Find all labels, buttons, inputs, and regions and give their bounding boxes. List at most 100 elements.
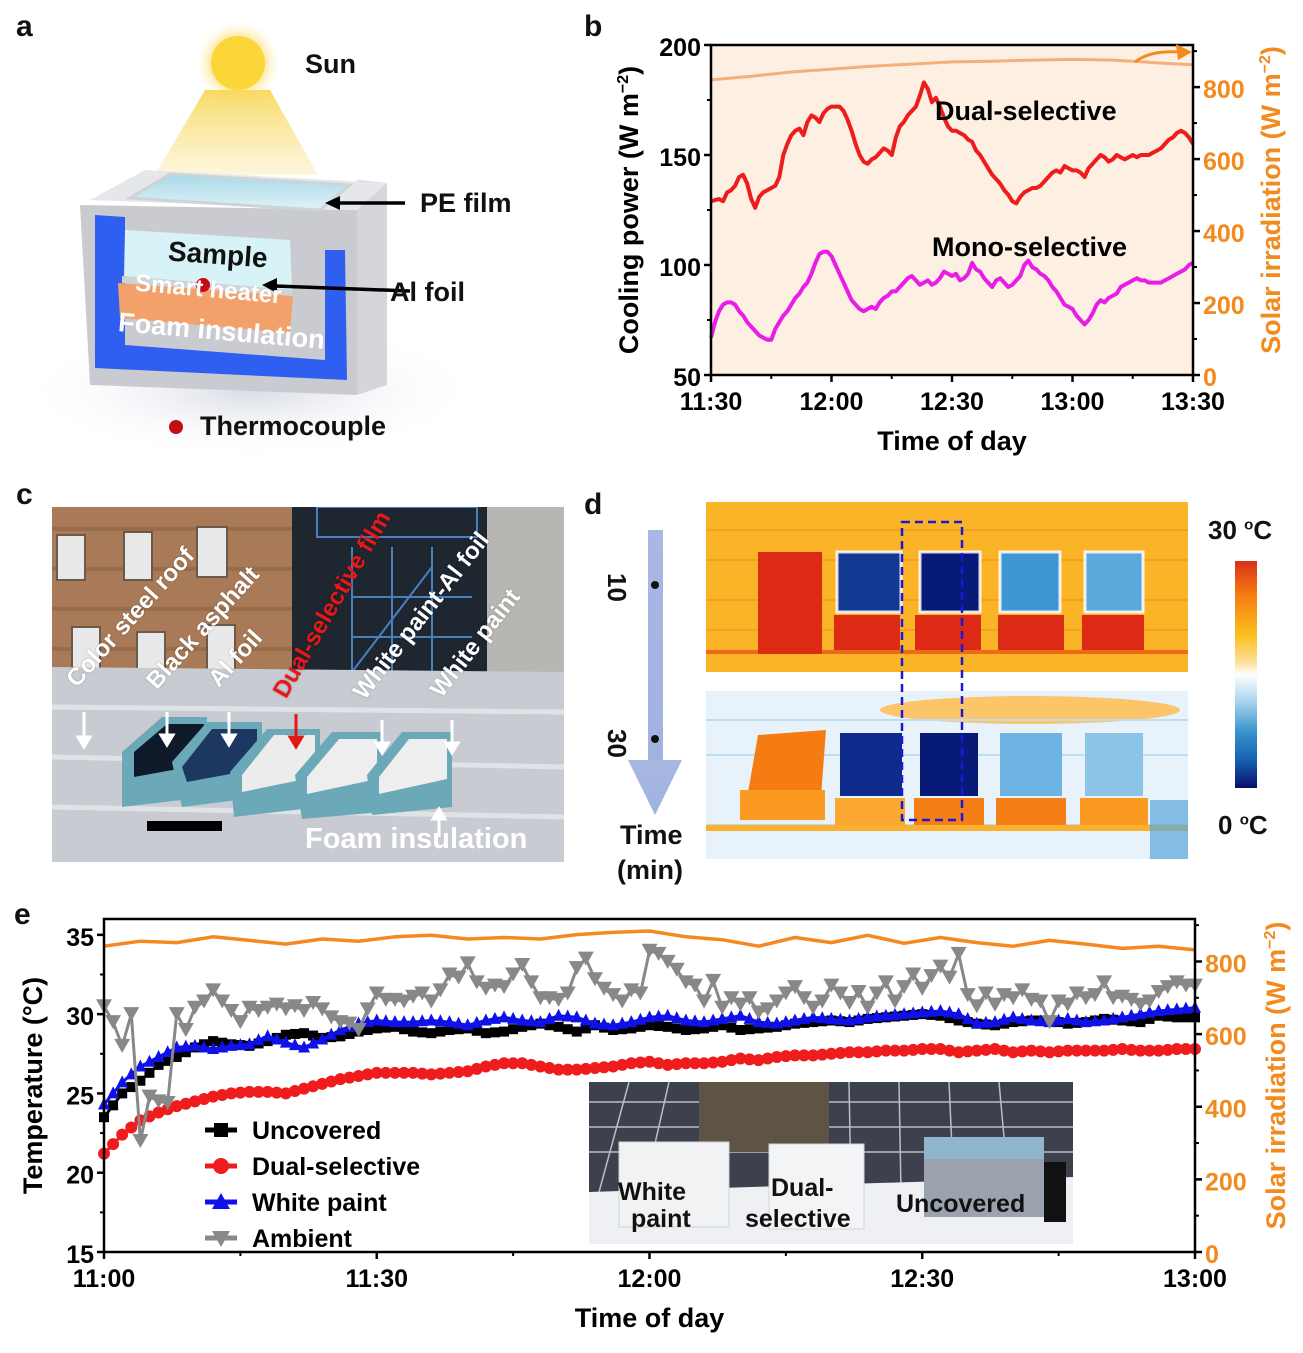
data-point — [208, 1036, 219, 1047]
data-point — [879, 1008, 892, 1021]
data-point — [416, 1014, 429, 1027]
data-point — [316, 1077, 329, 1090]
data-point — [1179, 1043, 1192, 1056]
data-point — [289, 1028, 300, 1039]
data-point — [516, 1057, 529, 1070]
y-axis-label-sup: −2 — [615, 75, 632, 93]
data-point — [396, 994, 413, 1009]
scaffold-building — [292, 507, 487, 672]
data-point — [1170, 1002, 1183, 1015]
data-point — [116, 1128, 129, 1141]
legend-marker-square — [214, 1123, 228, 1137]
legend-label: Dual-selective — [252, 1153, 420, 1181]
data-point — [298, 1040, 311, 1053]
data-point — [261, 1029, 274, 1042]
data-point — [843, 1013, 856, 1026]
data-point — [1171, 1012, 1182, 1023]
x-tick-label: 11:30 — [680, 388, 743, 416]
data-point — [779, 1015, 792, 1028]
x-tick-label: 12:00 — [800, 388, 864, 416]
data-point — [1134, 1007, 1147, 1020]
data-point — [499, 1026, 510, 1037]
data-point — [477, 981, 494, 996]
data-point — [234, 1038, 247, 1051]
data-point — [834, 1046, 847, 1059]
data-point — [152, 1049, 165, 1062]
colorbar-max-value: 30 — [1208, 515, 1237, 545]
data-point — [144, 1067, 155, 1078]
data-point — [425, 1013, 438, 1026]
data-point — [1034, 1014, 1047, 1027]
data-point — [543, 1062, 556, 1075]
data-point — [741, 991, 758, 1006]
degree-sup: o — [1239, 811, 1249, 829]
data-point — [834, 1012, 847, 1025]
colorbar — [1235, 561, 1257, 788]
data-point — [598, 1017, 611, 1030]
data-point — [570, 1063, 583, 1076]
data-point — [153, 1059, 164, 1070]
data-point — [707, 1013, 720, 1026]
data-point — [723, 991, 740, 1006]
data-point — [852, 1046, 865, 1059]
panel-a-schematic: Sun PE film Sample Al foil Smart heater … — [0, 0, 580, 470]
data-point — [1041, 1015, 1058, 1030]
data-point — [732, 997, 749, 1012]
schematic-drawing — [20, 21, 480, 460]
legend-marker-circle — [213, 1158, 229, 1174]
data-point — [643, 1055, 656, 1068]
data-point — [652, 1057, 665, 1070]
data-point — [768, 994, 785, 1009]
data-point — [117, 1088, 128, 1099]
data-point — [308, 1030, 319, 1041]
data-point — [507, 1011, 520, 1024]
data-point — [907, 1043, 920, 1056]
data-point — [596, 981, 613, 996]
data-point — [562, 1024, 573, 1035]
inset-photo: White paint Dual- selective Uncovered — [589, 1082, 1073, 1244]
data-point — [514, 957, 531, 972]
time-axis-label-line2: (min) — [617, 855, 683, 885]
series-line-solar-irradiation — [710, 57, 1194, 82]
x-tick-label: 12:30 — [890, 1265, 954, 1293]
data-point — [659, 954, 676, 969]
data-point — [716, 1055, 729, 1068]
time-tick-label-10: 10 — [601, 573, 632, 602]
series-line-dual-selective — [710, 80, 1195, 210]
data-point — [159, 1095, 176, 1110]
data-point — [279, 1087, 292, 1100]
smart-heater — [118, 283, 293, 333]
data-point — [944, 1013, 955, 1024]
data-point — [977, 986, 994, 1001]
data-point — [280, 1029, 291, 1040]
data-point — [552, 1063, 565, 1076]
data-point — [489, 1027, 500, 1038]
data-point — [399, 1024, 410, 1035]
y-axis-label: Temperature (°C) — [18, 977, 48, 1194]
data-point — [916, 1005, 929, 1018]
data-point — [171, 1051, 182, 1062]
y2-tick-label: 0 — [1203, 364, 1217, 392]
data-point — [488, 1011, 501, 1024]
data-point — [388, 1015, 401, 1028]
data-point — [634, 1056, 647, 1069]
data-point — [725, 1010, 738, 1023]
data-point — [550, 992, 567, 1007]
white-paint-al-foil-sample — [307, 739, 377, 794]
data-point — [205, 983, 222, 998]
sample-boxes — [122, 717, 452, 819]
annotation-mono-selective: Mono-selective — [932, 232, 1127, 262]
data-point — [516, 1013, 529, 1026]
data-point — [268, 997, 285, 1012]
data-point — [426, 1028, 437, 1039]
series-dual-selective — [710, 80, 1195, 210]
data-point — [379, 1014, 392, 1027]
series-solar-irradiation — [710, 57, 1194, 82]
y-tick-label: 100 — [659, 254, 701, 282]
data-point — [368, 986, 385, 1001]
data-point — [180, 1047, 191, 1058]
data-point — [617, 1024, 628, 1035]
data-point — [925, 1043, 938, 1056]
al-foil-arrow — [274, 284, 411, 293]
data-point — [186, 1000, 203, 1015]
